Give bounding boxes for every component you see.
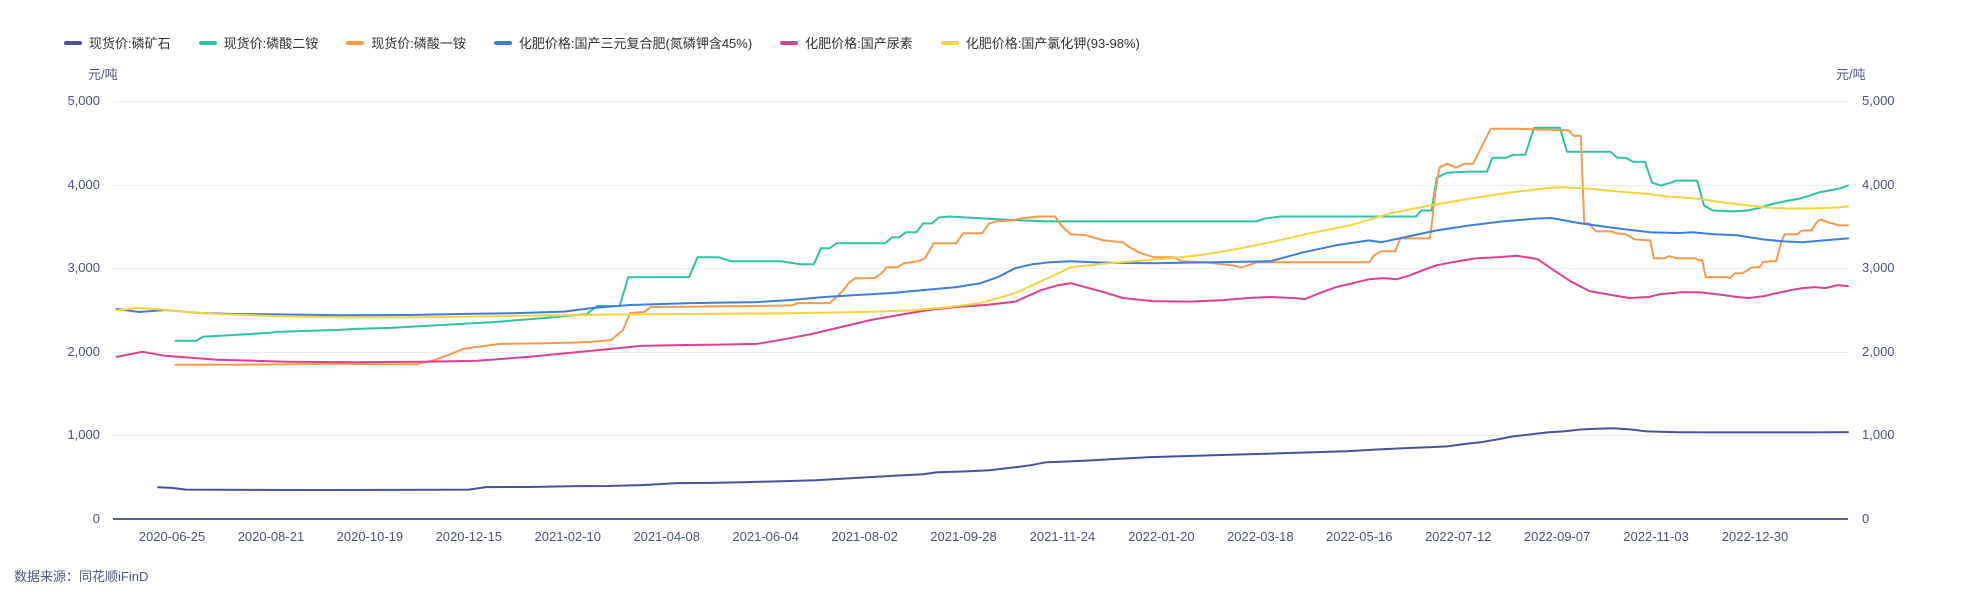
x-tick-2022-11-03: 2022-11-03 [1623,529,1689,544]
gridline-5000 [113,101,1848,102]
legend-line-marker-icon [346,40,365,45]
x-tick-2021-08-02: 2021-08-02 [831,529,898,544]
y-tick-left-3000: 3,000 [67,260,100,276]
y-tick-right-1000: 1,000 [1862,427,1895,443]
x-tick-2022-09-07: 2022-09-07 [1523,529,1591,544]
gridline-2000 [113,351,1848,353]
y-axis-unit-left: 元/吨 [88,67,118,82]
y-tick-left-0: 0 [92,511,100,526]
legend-line-marker-icon [64,40,82,45]
series-line-2 [174,127,1849,366]
legend-label: 化肥价格:国产氯化钾(93-98%) [965,36,1140,51]
data-source-note: 数据来源：同花顺iFinD [14,569,149,584]
chart-legend: 现货价:磷矿石 现货价:磷酸二铵 现货价:磷酸一铵 化肥价格:国产三元复合肥(氮磷钾含… [64,33,1140,52]
legend-label: 化肥价格:国产尿素 [805,36,913,51]
y-tick-right-5000: 5,000 [1862,93,1895,108]
legend-label: 现货价:磷酸一铵 [371,36,466,51]
gridline-3000 [113,268,1848,270]
x-tick-2021-06-04: 2021-06-04 [732,529,799,544]
x-axis-line [113,518,1848,520]
x-tick-2020-12-15: 2020-12-15 [435,529,503,544]
x-tick-2022-12-30: 2022-12-30 [1721,529,1789,544]
legend-label: 现货价:磷酸二铵 [223,36,319,51]
series-line-1 [174,126,1849,342]
legend-item-5[interactable]: 化肥价格:国产氯化钾(93-98%) [940,33,1140,52]
x-tick-2022-01-20: 2022-01-20 [1128,529,1195,544]
gridline-1000 [113,435,1848,437]
x-tick-2020-08-21: 2020-08-21 [237,529,305,544]
legend-line-marker-icon [198,40,217,45]
legend-label: 现货价:磷矿石 [89,36,171,51]
y-tick-right-2000: 2,000 [1862,343,1895,359]
y-tick-left-5000: 5,000 [67,93,100,108]
legend-label: 化肥价格:国产三元复合肥(氮磷钾含45%) [518,36,753,51]
series-line-0 [157,427,1849,491]
x-tick-2022-07-12: 2022-07-12 [1424,529,1492,544]
x-tick-2022-05-16: 2022-05-16 [1326,529,1393,544]
gridline-4000 [113,184,1848,186]
legend-item-0[interactable]: 现货价:磷矿石 [64,33,171,52]
series-line-5 [115,186,1849,319]
legend-item-4[interactable]: 化肥价格:国产尿素 [780,33,913,52]
legend-item-2[interactable]: 现货价:磷酸一铵 [346,33,466,52]
y-tick-left-4000: 4,000 [67,176,100,192]
x-tick-2021-09-28: 2021-09-28 [930,529,997,544]
legend-item-3[interactable]: 化肥价格:国产三元复合肥(氮磷钾含45%) [493,33,753,52]
legend-line-marker-icon [493,40,512,45]
y-tick-right-0: 0 [1862,511,1870,526]
y-axis-unit-right: 元/吨 [1836,67,1866,82]
x-tick-2021-04-08: 2021-04-08 [633,529,700,544]
x-tick-2021-11-24: 2021-11-24 [1029,529,1096,544]
x-tick-2020-06-25: 2020-06-25 [138,529,206,544]
legend-item-1[interactable]: 现货价:磷酸二铵 [198,33,319,52]
x-tick-2020-10-19: 2020-10-19 [336,529,404,544]
series-line-4 [115,254,1849,364]
legend-line-marker-icon [780,40,799,45]
y-tick-right-4000: 4,000 [1862,176,1895,192]
series-line-3 [115,217,1849,317]
x-tick-2021-02-10: 2021-02-10 [534,529,602,544]
y-tick-left-1000: 1,000 [67,427,100,443]
y-tick-left-2000: 2,000 [67,343,100,359]
legend-line-marker-icon [940,40,959,45]
x-tick-2022-03-18: 2022-03-18 [1227,529,1294,544]
y-tick-right-3000: 3,000 [1862,260,1895,276]
